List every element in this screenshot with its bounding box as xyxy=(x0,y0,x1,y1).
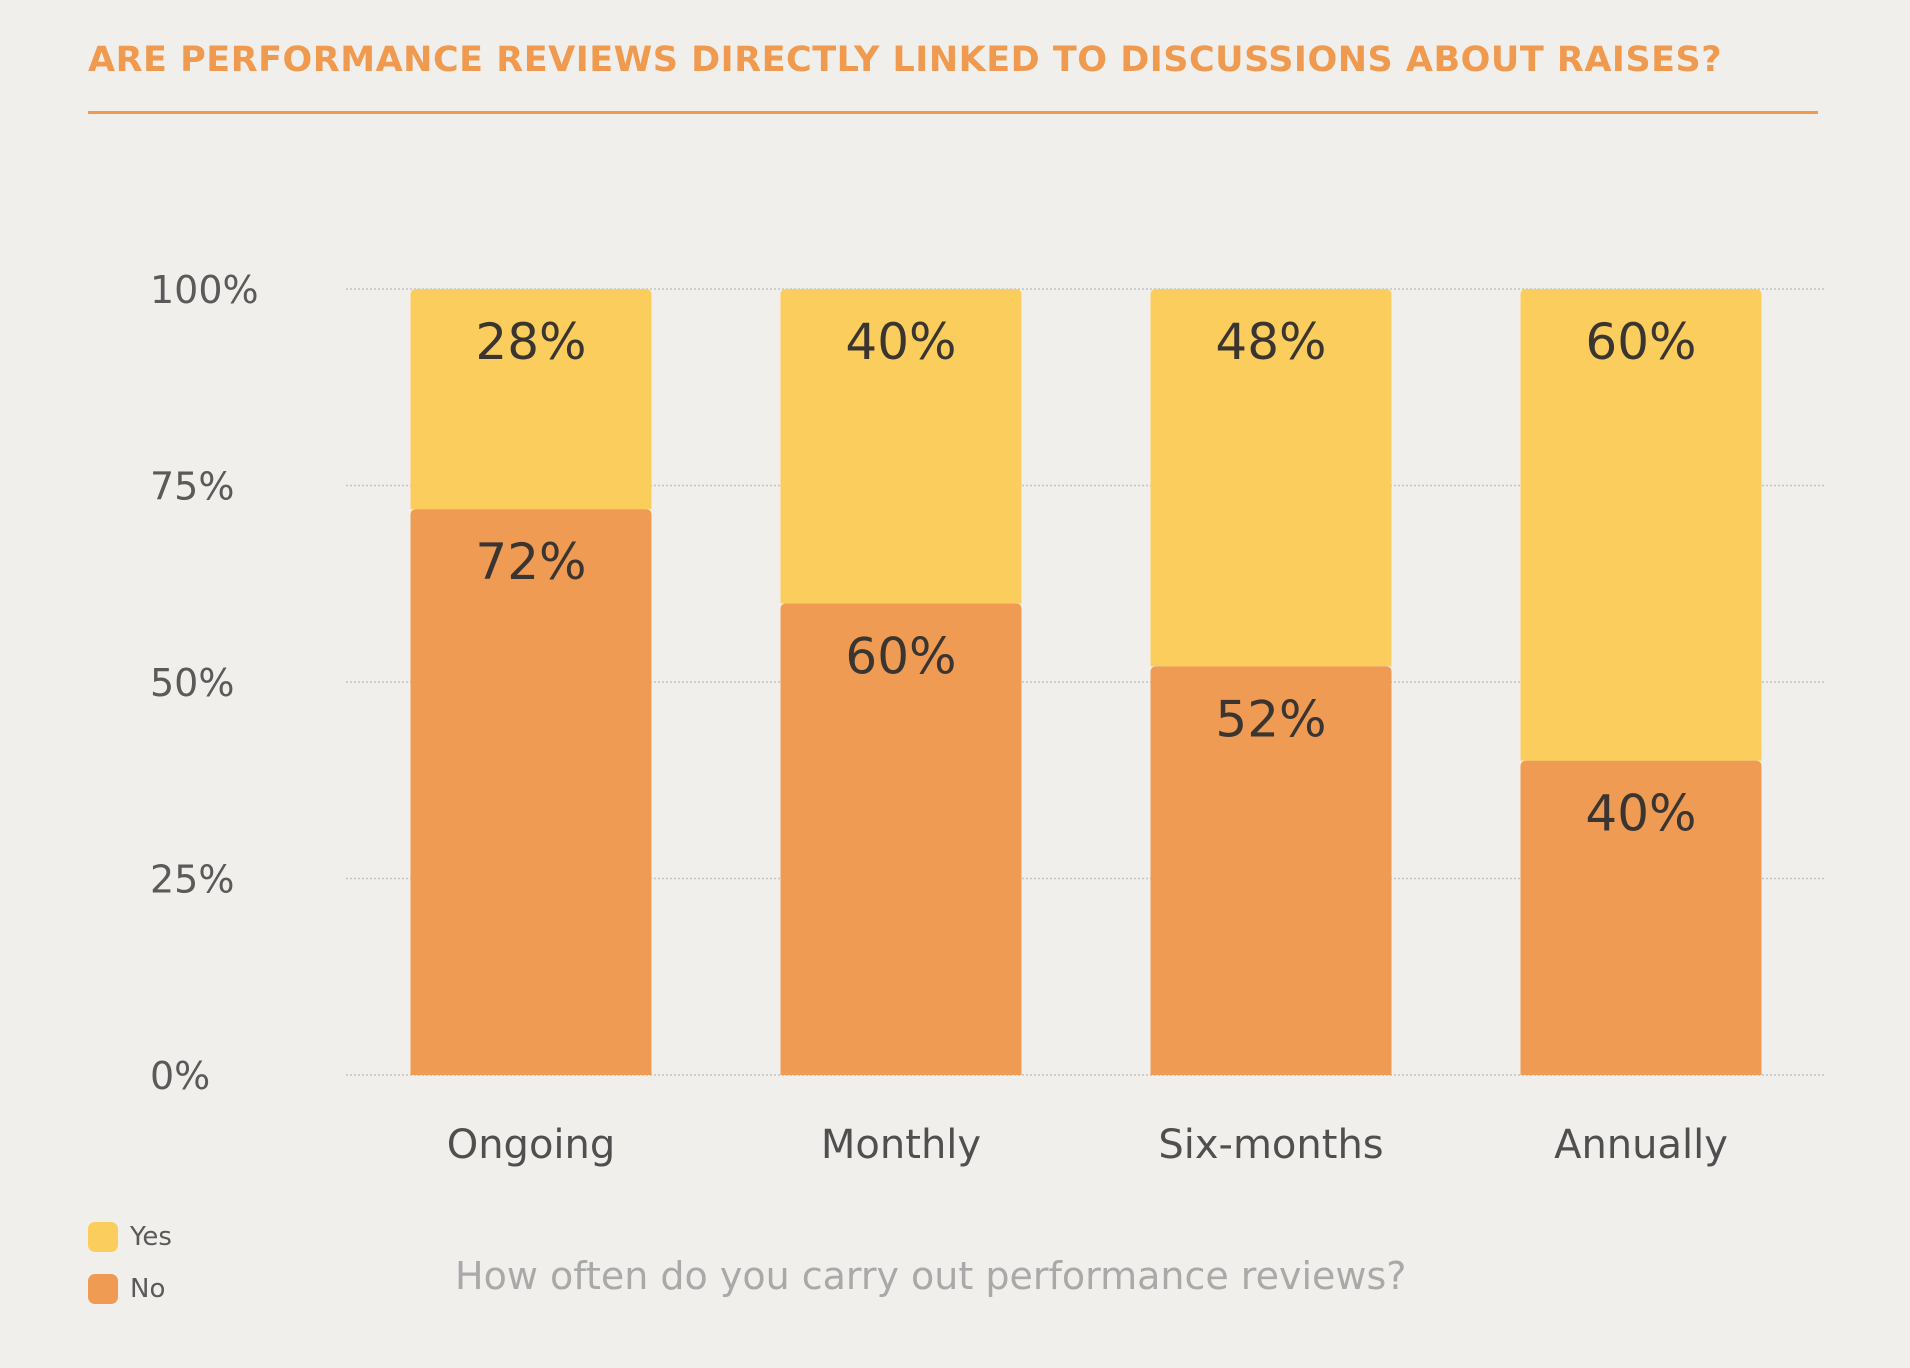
legend-swatch-yes xyxy=(88,1222,118,1252)
bar-no-six-months xyxy=(1150,666,1392,1075)
legend-label-yes: Yes xyxy=(130,1222,172,1252)
bar-yes-monthly xyxy=(780,289,1022,604)
bar-value-label: 28% xyxy=(475,313,586,371)
legend-swatch-no xyxy=(88,1274,118,1304)
title-underline xyxy=(88,111,1818,114)
bar-no-ongoing xyxy=(410,509,652,1076)
y-tick-label: 50% xyxy=(150,661,234,705)
legend-label-no: No xyxy=(130,1274,166,1304)
bar-yes-annually xyxy=(1520,289,1762,761)
bar-yes-ongoing xyxy=(410,289,652,510)
x-tick-label: Monthly xyxy=(821,1122,981,1168)
x-axis-ticks: Ongoing Monthly Six-months Annually xyxy=(447,1122,1728,1168)
bar-no-annually xyxy=(1520,760,1762,1075)
chart-title: ARE PERFORMANCE REVIEWS DIRECTLY LINKED … xyxy=(88,40,1723,80)
bar-value-label: 72% xyxy=(475,533,586,591)
y-axis-ticks: 0% 25% 50% 75% 100% xyxy=(150,268,259,1098)
y-tick-label: 75% xyxy=(150,465,234,509)
y-tick-label: 100% xyxy=(150,268,259,312)
bar-no-monthly xyxy=(780,603,1022,1075)
bars: 72% 28% 60% 40% 52% 48% 40% 60% xyxy=(410,289,1762,1076)
bar-value-label: 40% xyxy=(845,313,956,371)
legend-item-yes: Yes xyxy=(88,1222,172,1252)
x-axis-title: How often do you carry out performance r… xyxy=(455,1254,1407,1298)
x-tick-label: Ongoing xyxy=(447,1122,616,1168)
legend-item-no: No xyxy=(88,1274,172,1304)
x-tick-label: Annually xyxy=(1554,1122,1728,1168)
bar-value-label: 60% xyxy=(845,627,956,685)
bar-yes-six-months xyxy=(1150,289,1392,667)
y-tick-label: 25% xyxy=(150,858,234,902)
x-tick-label: Six-months xyxy=(1158,1122,1383,1168)
bar-value-label: 40% xyxy=(1585,785,1696,843)
bar-value-label: 48% xyxy=(1215,313,1326,371)
bar-value-label: 60% xyxy=(1585,313,1696,371)
legend: Yes No xyxy=(88,1222,172,1326)
y-tick-label: 0% xyxy=(150,1054,210,1098)
bar-value-label: 52% xyxy=(1215,690,1326,748)
